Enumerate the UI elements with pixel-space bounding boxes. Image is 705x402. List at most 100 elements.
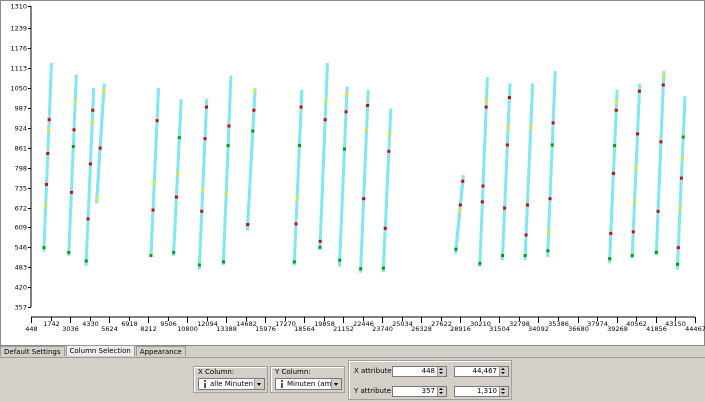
data-point[interactable] bbox=[635, 147, 639, 151]
data-point[interactable] bbox=[89, 148, 93, 152]
data-point[interactable] bbox=[528, 133, 532, 137]
data-point[interactable] bbox=[320, 186, 324, 190]
data-point[interactable] bbox=[325, 65, 329, 69]
data-point[interactable] bbox=[250, 137, 254, 141]
data-point[interactable] bbox=[530, 90, 534, 94]
data-point[interactable] bbox=[246, 221, 250, 225]
data-point[interactable] bbox=[298, 124, 302, 128]
data-point[interactable] bbox=[611, 184, 615, 188]
data-point[interactable] bbox=[69, 189, 73, 193]
data-point[interactable] bbox=[611, 182, 615, 186]
data-point[interactable] bbox=[359, 254, 363, 258]
data-point[interactable] bbox=[656, 205, 660, 209]
data-point[interactable] bbox=[635, 140, 639, 144]
data-point[interactable] bbox=[245, 227, 249, 231]
data-point[interactable] bbox=[530, 95, 534, 99]
data-point-yellow[interactable] bbox=[458, 209, 462, 213]
data-point[interactable] bbox=[528, 145, 532, 149]
data-point[interactable] bbox=[43, 219, 47, 223]
data-point[interactable] bbox=[661, 94, 665, 98]
data-point[interactable] bbox=[225, 163, 229, 167]
data-point[interactable] bbox=[96, 186, 100, 190]
data-point[interactable] bbox=[479, 232, 483, 236]
data-point[interactable] bbox=[525, 207, 529, 211]
data-point[interactable] bbox=[225, 174, 229, 178]
data-point[interactable] bbox=[362, 190, 366, 194]
data-point[interactable] bbox=[247, 197, 251, 201]
y-min-spinner[interactable]: 357 bbox=[392, 386, 447, 397]
data-point-red[interactable] bbox=[656, 209, 660, 213]
data-point[interactable] bbox=[97, 158, 101, 162]
data-point[interactable] bbox=[682, 120, 686, 124]
data-point[interactable] bbox=[502, 229, 506, 233]
data-point[interactable] bbox=[49, 81, 53, 85]
data-point[interactable] bbox=[201, 177, 205, 181]
data-point[interactable] bbox=[174, 213, 178, 217]
data-point[interactable] bbox=[610, 201, 614, 205]
data-point[interactable] bbox=[298, 121, 302, 125]
y-column-select[interactable]: Minuten (am Tag) bbox=[275, 378, 342, 390]
data-point-green[interactable] bbox=[523, 254, 527, 258]
data-point[interactable] bbox=[610, 199, 614, 203]
data-point[interactable] bbox=[610, 209, 614, 213]
data-point[interactable] bbox=[362, 200, 366, 204]
data-point[interactable] bbox=[42, 240, 46, 244]
data-point[interactable] bbox=[221, 261, 225, 265]
data-point[interactable] bbox=[505, 162, 509, 166]
data-point-green[interactable] bbox=[681, 135, 685, 139]
data-point[interactable] bbox=[660, 109, 664, 113]
data-point[interactable] bbox=[88, 173, 92, 177]
data-point[interactable] bbox=[297, 163, 301, 167]
data-point[interactable] bbox=[251, 133, 255, 137]
data-point[interactable] bbox=[524, 224, 528, 228]
data-point[interactable] bbox=[72, 123, 76, 127]
data-point-yellow[interactable] bbox=[176, 171, 180, 175]
data-point[interactable] bbox=[681, 144, 685, 148]
data-point[interactable] bbox=[71, 143, 75, 147]
data-point[interactable] bbox=[483, 141, 487, 145]
data-point[interactable] bbox=[528, 135, 532, 139]
data-point[interactable] bbox=[676, 252, 680, 256]
data-point[interactable] bbox=[387, 143, 391, 147]
data-point[interactable] bbox=[677, 220, 681, 224]
data-point[interactable] bbox=[97, 170, 101, 174]
data-point[interactable] bbox=[480, 210, 484, 214]
data-point[interactable] bbox=[299, 109, 303, 113]
data-point[interactable] bbox=[611, 187, 615, 191]
data-point[interactable] bbox=[246, 215, 250, 219]
data-point[interactable] bbox=[362, 179, 366, 183]
data-point[interactable] bbox=[504, 172, 508, 176]
data-point[interactable] bbox=[547, 214, 551, 218]
data-point[interactable] bbox=[101, 96, 105, 100]
data-point[interactable] bbox=[299, 99, 303, 103]
data-point[interactable] bbox=[526, 182, 530, 186]
data-point[interactable] bbox=[150, 220, 154, 224]
data-point[interactable] bbox=[680, 154, 684, 158]
data-point[interactable] bbox=[249, 165, 253, 169]
data-point[interactable] bbox=[528, 147, 532, 151]
spinner-arrows-icon[interactable] bbox=[437, 387, 446, 396]
data-point[interactable] bbox=[149, 249, 153, 253]
data-point[interactable] bbox=[228, 107, 232, 111]
data-point[interactable] bbox=[87, 192, 91, 196]
data-point[interactable] bbox=[656, 218, 660, 222]
data-point[interactable] bbox=[155, 123, 159, 127]
data-point[interactable] bbox=[223, 229, 227, 233]
data-point[interactable] bbox=[320, 207, 324, 211]
data-point[interactable] bbox=[322, 136, 326, 140]
data-point[interactable] bbox=[659, 133, 663, 137]
data-point-green[interactable] bbox=[478, 261, 482, 265]
data-point[interactable] bbox=[530, 108, 534, 112]
data-point[interactable] bbox=[387, 140, 391, 144]
data-point[interactable] bbox=[677, 239, 681, 243]
data-point[interactable] bbox=[292, 262, 296, 266]
data-point[interactable] bbox=[633, 191, 637, 195]
data-point[interactable] bbox=[659, 135, 663, 139]
data-point[interactable] bbox=[634, 162, 638, 166]
data-point[interactable] bbox=[360, 233, 364, 237]
data-point[interactable] bbox=[248, 183, 252, 187]
data-point[interactable] bbox=[246, 211, 250, 215]
data-point[interactable] bbox=[250, 147, 254, 151]
data-point[interactable] bbox=[151, 213, 155, 217]
data-point[interactable] bbox=[656, 213, 660, 217]
